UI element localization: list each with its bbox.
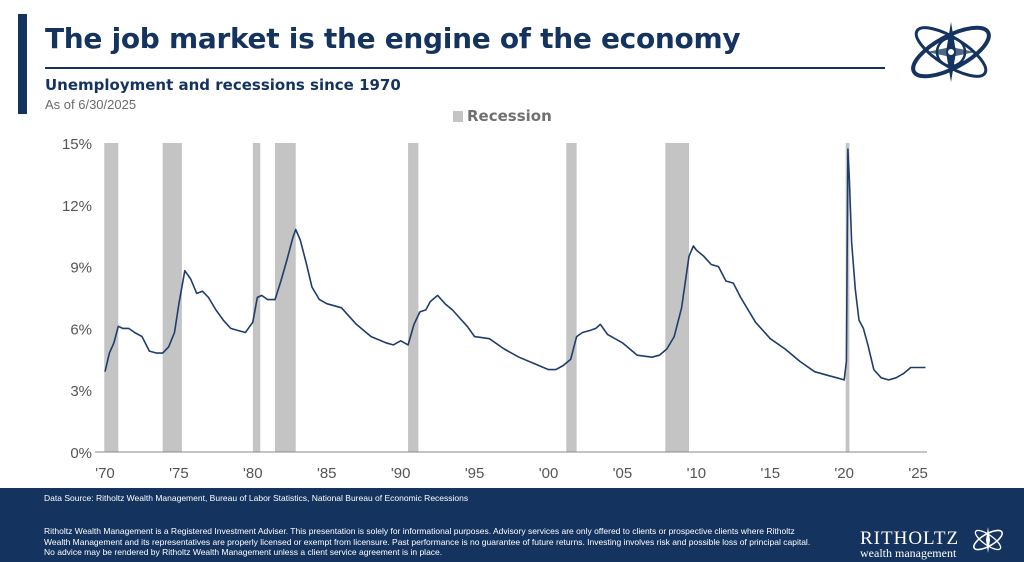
legend-swatch — [453, 111, 463, 122]
brand-subtitle: wealth management — [860, 546, 957, 560]
x-tick-label-6: '00 — [539, 465, 559, 482]
page-title: The job market is the engine of the econ… — [45, 22, 741, 55]
y-tick-label-2: 6% — [70, 321, 92, 338]
compass-mark-icon — [973, 527, 1003, 553]
y-tick-label-4: 12% — [62, 198, 92, 215]
x-tick-label-5: '95 — [465, 465, 485, 482]
y-tick-label-5: 15% — [62, 136, 92, 153]
chart-subtitle: Unemployment and recessions since 1970 — [45, 76, 401, 94]
x-tick-label-3: '85 — [317, 465, 337, 482]
y-tick-label-1: 3% — [70, 383, 92, 400]
recession-band-6 — [665, 143, 689, 452]
title-divider — [45, 67, 885, 69]
disclaimer: Ritholtz Wealth Management is a Register… — [44, 526, 811, 557]
x-axis-labels: '70 '75 '80 '85 '90 '95 '00 '05 '10 '15 '20 '25 — [95, 465, 928, 482]
recession-bands — [104, 143, 850, 452]
x-tick-label-7: '05 — [613, 465, 633, 482]
brand-name: RITHOLTZ — [860, 528, 960, 549]
recession-band-0 — [104, 143, 119, 452]
x-tick-label-4: '90 — [391, 465, 411, 482]
data-source: Data Source: Ritholtz Wealth Management,… — [44, 493, 469, 503]
unemployment-line — [104, 148, 926, 381]
x-tick-label-8: '10 — [687, 465, 707, 482]
x-tick-label-10: '20 — [834, 465, 854, 482]
brand-logo: RITHOLTZ wealth management — [860, 527, 1010, 560]
x-tick-label-11: '25 — [908, 465, 928, 482]
recession-band-1 — [162, 143, 182, 452]
y-tick-label-0: 0% — [70, 445, 92, 462]
x-tick-label-0: '70 — [95, 465, 115, 482]
y-axis-labels: 0% 3% 6% 9% 12% 15% — [62, 136, 92, 462]
recession-band-4 — [408, 143, 419, 452]
x-tick-label-9: '15 — [761, 465, 781, 482]
as-of-date: As of 6/30/2025 — [45, 97, 137, 112]
recession-band-5 — [566, 143, 577, 452]
accent-bar — [18, 14, 27, 114]
legend-label: Recession — [467, 107, 552, 125]
compass-logo-icon — [911, 22, 991, 82]
x-tick-label-1: '75 — [169, 465, 189, 482]
footer: Data Source: Ritholtz Wealth Management,… — [0, 488, 1024, 562]
unemployment-chart: 0%3%6%9%12%15% '70'75'80'85'90'95'00'05 '… — [62, 107, 928, 482]
recession-band-3 — [275, 143, 296, 452]
x-tick-label-2: '80 — [243, 465, 263, 482]
y-tick-label-3: 9% — [70, 260, 92, 277]
